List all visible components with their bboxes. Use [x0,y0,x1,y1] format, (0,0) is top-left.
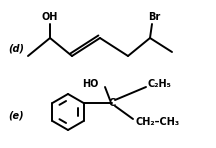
Text: Br: Br [148,12,160,22]
Text: CH₂–CH₃: CH₂–CH₃ [135,117,179,127]
Text: HO: HO [82,79,98,89]
Text: C₂H₅: C₂H₅ [148,79,172,89]
Text: C: C [108,98,116,108]
Text: (d): (d) [8,43,24,53]
Text: (e): (e) [8,110,24,120]
Text: OH: OH [42,12,58,22]
